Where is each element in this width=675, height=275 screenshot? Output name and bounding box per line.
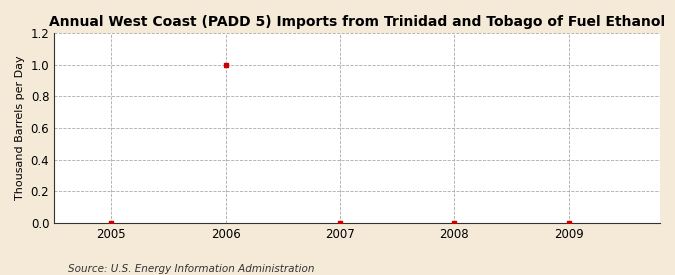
Point — [449, 221, 460, 225]
Text: Source: U.S. Energy Information Administration: Source: U.S. Energy Information Administ… — [68, 264, 314, 274]
Point — [220, 62, 231, 67]
Point — [335, 221, 346, 225]
Point — [106, 221, 117, 225]
Y-axis label: Thousand Barrels per Day: Thousand Barrels per Day — [15, 56, 25, 200]
Point — [563, 221, 574, 225]
Title: Annual West Coast (PADD 5) Imports from Trinidad and Tobago of Fuel Ethanol: Annual West Coast (PADD 5) Imports from … — [49, 15, 665, 29]
